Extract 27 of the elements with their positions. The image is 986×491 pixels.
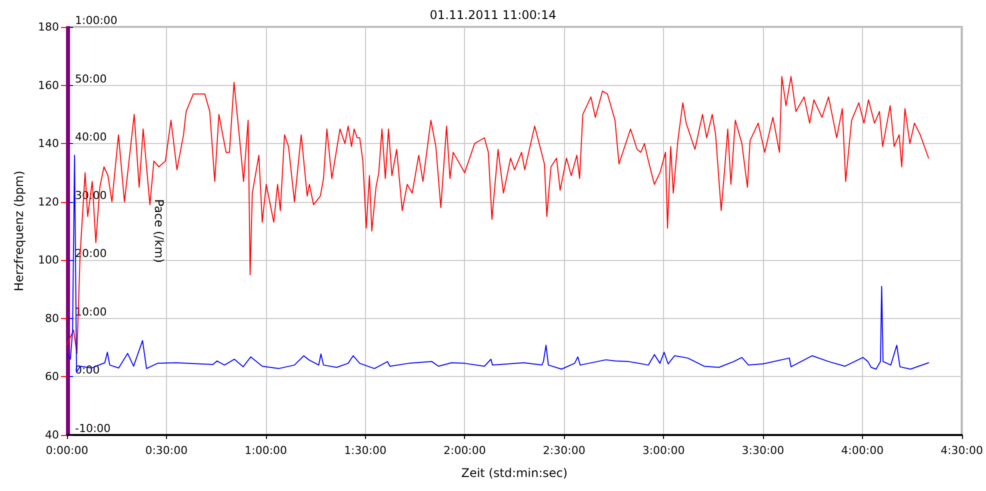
x-tick-label: 4:00:00 [841, 444, 884, 457]
y-tick-label: 120 [38, 195, 59, 208]
y2-tick-label: 40:00 [75, 130, 107, 144]
x-tick-label: 3:00:00 [642, 444, 685, 457]
y2-axis-title: Pace (/km) [152, 199, 166, 263]
x-tick-label: 0:30:00 [145, 444, 188, 457]
y-tick-label: 160 [38, 78, 59, 92]
y-tick-label: 180 [38, 20, 59, 34]
x-tick-label: 3:30:00 [742, 444, 784, 457]
x-tick-label: 1:30:00 [344, 444, 386, 457]
x-tick-label: 0:00:00 [46, 444, 88, 457]
x-tick-label: 2:30:00 [542, 444, 586, 457]
y-tick-label: 60 [45, 370, 59, 384]
y-tick-label: 140 [38, 137, 59, 150]
y-axis-title: Herzfrequenz (bpm) [12, 170, 26, 292]
x-axis-title: Zeit (std:min:sec) [461, 466, 568, 480]
chart-title: 01.11.2011 11:00:14 [430, 8, 556, 22]
line-series [66, 76, 930, 354]
y2-tick-label: -10:00 [75, 422, 111, 435]
x-tick-label: 2:00:00 [443, 444, 486, 457]
y-tick-label: 80 [45, 312, 59, 325]
y-tick-label: 40 [45, 428, 59, 442]
x-tick-label: 1:00:00 [244, 444, 288, 457]
y-tick-label: 100 [38, 254, 59, 267]
y2-tick-label: 1:00:00 [75, 14, 118, 27]
x-tick-label: 4:30:00 [940, 444, 983, 457]
y2-tick-label: 50:00 [75, 72, 107, 86]
